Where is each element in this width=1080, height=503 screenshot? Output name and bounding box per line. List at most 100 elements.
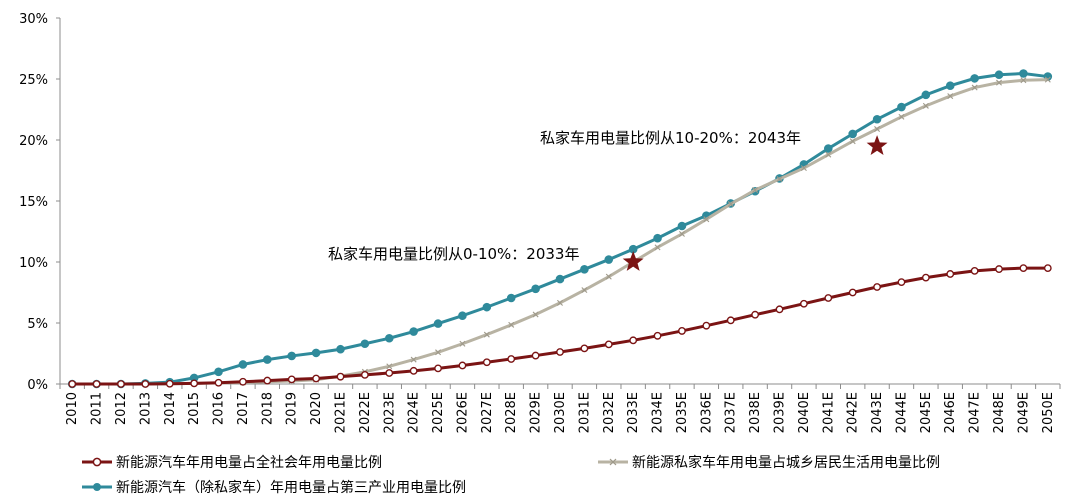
x-tick-label: 2023E [382, 392, 397, 433]
data-point [604, 255, 614, 264]
data-point [897, 102, 906, 112]
data-point-stroke [776, 176, 783, 183]
data-point [409, 366, 418, 375]
data-point [1019, 264, 1028, 272]
data-point [165, 379, 174, 388]
data-point [653, 331, 662, 340]
data-point [214, 367, 223, 377]
data-point [996, 79, 1003, 86]
data-point [654, 244, 661, 251]
data-point [703, 216, 710, 223]
data-point [239, 377, 247, 386]
series-1 [68, 264, 1052, 388]
data-point [629, 336, 638, 345]
data-point-stroke [532, 311, 539, 318]
series-layer [67, 69, 1053, 389]
data-point [946, 270, 955, 278]
x-tick-label: 2037E [724, 392, 739, 433]
series-3 [67, 69, 1053, 389]
data-point [727, 201, 734, 208]
data-point [752, 187, 759, 194]
data-point [214, 378, 223, 387]
data-point [336, 344, 345, 354]
data-point [92, 380, 101, 388]
data-point [312, 374, 320, 383]
data-point [605, 273, 612, 280]
data-point [874, 126, 881, 133]
data-point-stroke [1044, 76, 1051, 83]
x-tick-label: 2031E [577, 392, 592, 433]
data-point-stroke [703, 216, 710, 223]
data-point-stroke [459, 340, 466, 347]
y-tick-label: 25% [19, 73, 48, 88]
data-point-stroke [410, 356, 417, 363]
x-tick-label: 2041E [821, 392, 836, 433]
data-point [872, 114, 882, 124]
x-tick-label: 2019 [285, 392, 300, 425]
data-point [970, 267, 979, 275]
x-tick-label: 2040E [797, 392, 812, 433]
data-point [141, 380, 150, 388]
x-tick-label: 2039E [773, 392, 788, 433]
x-tick-label: 2027E [480, 392, 495, 433]
x-tick-label: 2025E [431, 392, 446, 433]
data-point [433, 319, 443, 328]
data-point [556, 348, 564, 356]
data-point [482, 302, 492, 312]
x-tick-label: 2012 [114, 392, 129, 425]
y-tick-label: 10% [19, 256, 48, 271]
data-point [507, 355, 516, 363]
data-point [532, 311, 539, 318]
data-point [68, 380, 77, 388]
data-point [557, 299, 563, 306]
legend-item: 新能源私家车年用电量占城乡居民生活用电量比例 [598, 454, 940, 471]
legend-label: 新能源汽车年用电量占全社会年用电量比例 [116, 454, 382, 471]
data-point [678, 327, 686, 335]
data-point [435, 349, 442, 356]
x-tick-label: 2021E [333, 392, 348, 433]
x-tick-label: 2042E [846, 392, 861, 433]
data-point [385, 369, 394, 377]
x-tick-label: 2038E [748, 392, 763, 433]
data-point [898, 113, 905, 120]
data-point-stroke [508, 321, 515, 328]
data-point [458, 361, 467, 370]
data-point [506, 293, 516, 303]
data-point [311, 348, 321, 358]
data-point [702, 321, 711, 330]
data-point [824, 294, 833, 302]
data-point [751, 310, 760, 319]
data-point-stroke [581, 287, 588, 294]
data-point [922, 102, 929, 109]
data-point [1019, 69, 1028, 78]
data-point [360, 339, 370, 349]
data-point-stroke [947, 93, 954, 100]
x-tick-label: 2029E [529, 392, 544, 433]
data-point [117, 380, 125, 388]
y-tick-label: 20% [19, 134, 48, 149]
x-tick-label: 2020 [309, 392, 324, 425]
data-point [677, 221, 687, 231]
annotation-label: 私家车用电量比例从10-20%：2043年 [540, 129, 801, 147]
x-tick-label: 2011 [90, 392, 105, 425]
series-line [72, 78, 1048, 386]
series-2 [69, 76, 1051, 387]
data-point [459, 340, 466, 347]
data-point [580, 344, 589, 353]
x-tick-label: 2016 [212, 392, 227, 425]
data-point [287, 351, 297, 361]
data-point [458, 311, 467, 320]
data-point [386, 363, 393, 370]
data-point [1044, 76, 1051, 83]
legend-label: 新能源汽车（除私家车）年用电量占第三产业用电量比例 [116, 479, 466, 496]
x-tick-label: 2010 [65, 392, 80, 425]
data-point-stroke [386, 363, 393, 370]
x-tick-label: 2028E [504, 392, 519, 433]
x-tick-label: 2046E [943, 392, 958, 433]
data-point [555, 274, 565, 284]
data-point-stroke [971, 84, 978, 91]
x-tick-label: 2017 [236, 392, 251, 425]
annotation-star [622, 251, 644, 271]
data-point-stroke [678, 230, 685, 237]
